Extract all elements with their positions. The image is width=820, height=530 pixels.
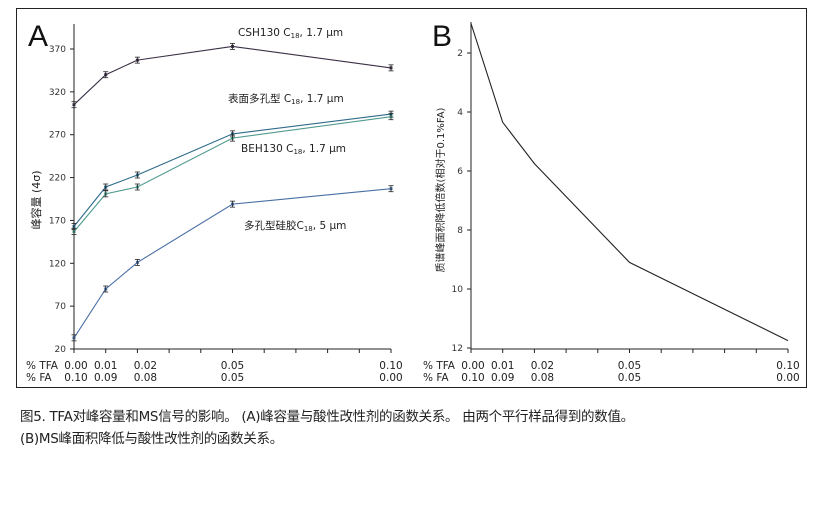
y-tick-label: 370 bbox=[49, 45, 66, 55]
y-tick-label: 220 bbox=[49, 174, 66, 184]
y-tick-label: 270 bbox=[49, 131, 66, 141]
x-tick-label: 0.05 bbox=[618, 372, 641, 384]
x-tick-label: 0.02 bbox=[531, 360, 554, 372]
y-tick-label: 10 bbox=[452, 285, 464, 295]
x-tick-label: 0.00 bbox=[776, 372, 799, 384]
x-tick-label: 0.10 bbox=[64, 372, 87, 384]
y-tick-label: 70 bbox=[55, 302, 67, 312]
panel-b: B 质谱峰面积降低倍数(相对于0.1%FA) 2 4 6 8 10 12 % TFA 0.0… bbox=[423, 20, 800, 384]
x-row-label-fa: % FA bbox=[423, 372, 449, 384]
x-tick-label: 0.09 bbox=[94, 372, 117, 384]
y-tick-label: 8 bbox=[457, 226, 463, 236]
x-tick-label: 0.08 bbox=[531, 372, 554, 384]
x-tick-label: 0.02 bbox=[134, 360, 157, 372]
x-tick-label: 0.05 bbox=[618, 360, 641, 372]
y-tick-label: 12 bbox=[452, 344, 463, 354]
x-tick-label: 0.00 bbox=[379, 372, 402, 384]
panel-a-y-label: 峰容量 (4σ) bbox=[29, 170, 43, 229]
y-tick-label: 120 bbox=[49, 259, 66, 269]
series-label: BEH130 C18, 1.7 μm bbox=[241, 143, 346, 156]
x-tick-label: 0.00 bbox=[461, 360, 484, 372]
series-label: 多孔型硅胶C18, 5 μm bbox=[244, 219, 346, 233]
x-tick-label: 0.00 bbox=[64, 360, 87, 372]
series-line bbox=[470, 23, 789, 342]
x-tick-label: 0.10 bbox=[776, 360, 799, 372]
x-tick-label: 0.05 bbox=[221, 372, 244, 384]
y-tick-label: 2 bbox=[457, 49, 463, 59]
x-tick-label: 0.09 bbox=[491, 372, 514, 384]
x-tick-label: 0.10 bbox=[461, 372, 484, 384]
y-tick-label: 4 bbox=[457, 108, 463, 118]
panel-a-letter: A bbox=[28, 20, 48, 53]
y-tick-label: 320 bbox=[49, 88, 66, 98]
y-tick-label: 170 bbox=[49, 216, 66, 226]
series-line bbox=[73, 188, 392, 339]
series-label: 表面多孔型 C18, 1.7 μm bbox=[228, 92, 344, 106]
x-tick-label: 0.01 bbox=[94, 360, 117, 372]
y-tick-label: 6 bbox=[457, 167, 463, 177]
x-tick-label: 0.08 bbox=[134, 372, 157, 384]
figure-frame bbox=[16, 8, 807, 388]
x-row-label-tfa: % TFA bbox=[26, 360, 59, 372]
figure-svg: A 峰容量 (4σ) 20 70 120 170 220 270 320 370 CSH130… bbox=[26, 20, 800, 384]
y-tick-label: 20 bbox=[55, 345, 67, 355]
series-label: CSH130 C18, 1.7 μm bbox=[238, 27, 343, 40]
x-tick-label: 0.10 bbox=[379, 360, 402, 372]
panel-a: A 峰容量 (4σ) 20 70 120 170 220 270 320 370 CSH130… bbox=[26, 20, 403, 384]
x-row-label-fa: % FA bbox=[26, 372, 52, 384]
figure-caption-line-1: 图5. TFA对峰容量和MS信号的影响。 (A)峰容量与酸性改性剂的函数关系。 … bbox=[20, 409, 634, 425]
x-tick-label: 0.01 bbox=[491, 360, 514, 372]
x-tick-label: 0.05 bbox=[221, 360, 244, 372]
figure-caption-line-2: (B)MS峰面积降低与酸性改性剂的函数关系。 bbox=[20, 431, 283, 447]
panel-b-y-label: 质谱峰面积降低倍数(相对于0.1%FA) bbox=[434, 107, 447, 272]
x-row-label-tfa: % TFA bbox=[423, 360, 456, 372]
panel-b-letter: B bbox=[432, 20, 452, 53]
